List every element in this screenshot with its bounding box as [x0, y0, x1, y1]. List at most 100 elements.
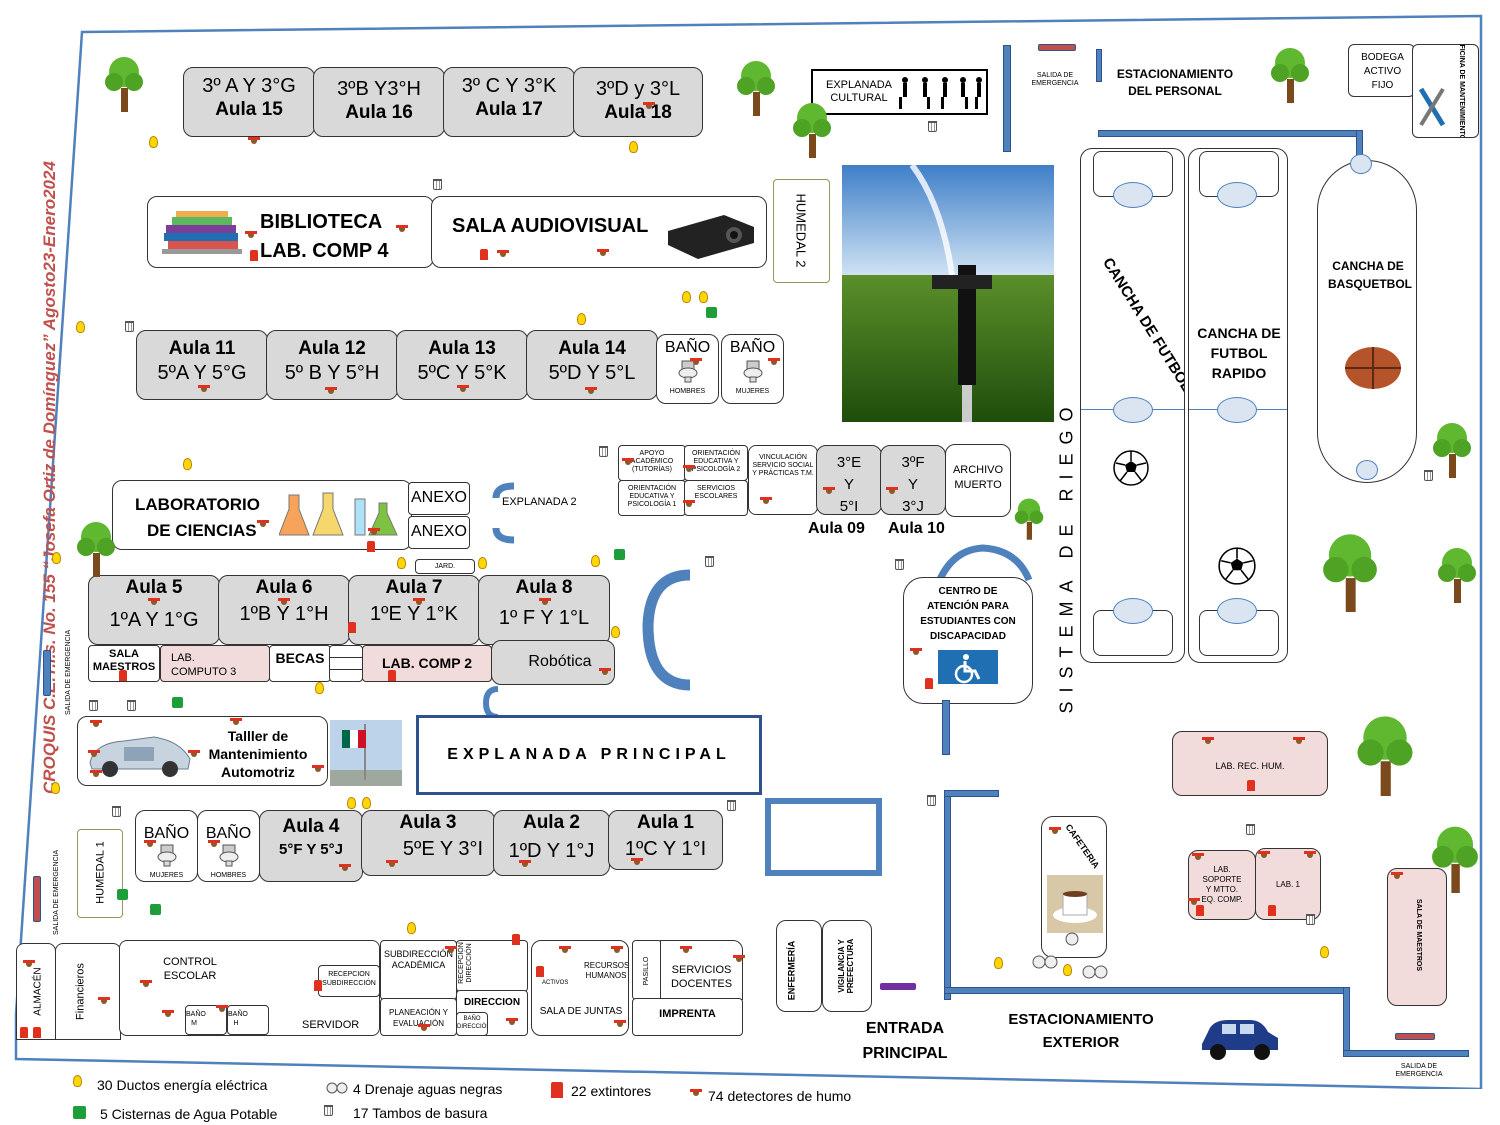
- smoke-detector-icon: [418, 1024, 430, 1032]
- tree-icon: [1433, 423, 1471, 478]
- tree-icon: [105, 57, 143, 112]
- smoke-detector-icon: [386, 860, 398, 868]
- biblioteca: BIBLIOTECA LAB. COMP 4: [147, 196, 434, 268]
- orientacion-1: ORIENTACIÓN EDUCATIVA Y PSICOLOGÍA 1: [618, 480, 686, 516]
- smoke-detector-icon: [539, 598, 551, 606]
- bulb-icon: [347, 797, 356, 809]
- laboratorio-ciencias: LABORATORIO DE CIENCIAS: [112, 480, 412, 550]
- top-road-vertical: [1003, 45, 1011, 152]
- toilet-icon: [219, 844, 238, 867]
- extinguisher-icon: [367, 541, 375, 552]
- smoke-detector-icon: [622, 458, 634, 466]
- smoke-detector-icon: [506, 1018, 518, 1026]
- dancers-icon: [899, 77, 982, 109]
- soccer-ball-icon: [1218, 547, 1256, 585]
- emergency-exit-left-1: [43, 650, 51, 696]
- smoke-detector-icon: [257, 520, 269, 528]
- bulb-icon: [478, 557, 487, 569]
- smoke-detector-icon: [597, 249, 609, 257]
- trash-icon: [1246, 824, 1255, 835]
- smoke-detector-icon: [413, 598, 425, 606]
- emergency-exit-bottom: [1395, 1033, 1435, 1040]
- smoke-detector-icon: [325, 387, 337, 395]
- smoke-detector-icon: [643, 102, 655, 110]
- explanada-2-bracket: [492, 482, 515, 544]
- lab-1: LAB. 1: [1255, 848, 1321, 920]
- basketball-icon: [1345, 347, 1401, 389]
- smoke-detector-icon: [90, 720, 102, 728]
- tree-icon: [793, 103, 831, 158]
- smoke-detector-icon: [1391, 872, 1403, 880]
- enfermeria: ENFERMERÍA: [776, 920, 822, 1012]
- tree-icon: [77, 522, 115, 577]
- coffee-cup-icon: [1047, 875, 1103, 933]
- extinguisher-icon: [1196, 905, 1204, 916]
- extinguisher-icon: [33, 1027, 41, 1038]
- aula-1: Aula 1 1ºC Y 1°I: [608, 810, 723, 870]
- bulb-icon: [397, 557, 406, 569]
- tree-icon: [1323, 534, 1377, 612]
- smoke-detector-icon: [1304, 851, 1316, 859]
- toilet-icon: [678, 360, 697, 383]
- smoke-detector-icon: [683, 465, 695, 473]
- trash-icon: [599, 446, 608, 457]
- smoke-detector-icon: [599, 668, 611, 676]
- pasillo: PASILLO: [632, 940, 662, 1000]
- bulb-icon: [577, 313, 586, 325]
- road-top-connector: [944, 790, 999, 797]
- taller-automotriz: Talller de Mantenimiento Automotriz: [77, 716, 328, 786]
- legend-drain-icon: [326, 1082, 348, 1094]
- trash-icon: [1306, 914, 1315, 925]
- extinguisher-icon: [536, 966, 544, 977]
- toilet-icon: [743, 360, 762, 383]
- financieros: Financieros: [55, 943, 121, 1040]
- smoke-detector-icon: [140, 980, 152, 988]
- anexo-1: ANEXO: [408, 482, 470, 515]
- bano-hombres-bottom: BAÑO HOMBRES: [197, 810, 260, 882]
- smoke-detector-icon: [88, 750, 100, 758]
- entrada-marker: [880, 983, 916, 990]
- drain-icon: [1065, 932, 1079, 946]
- cancha7-circle-top: [1113, 182, 1153, 208]
- robotica: Robótica: [491, 640, 615, 685]
- oficina-mantenimiento: OFICINA DE MANTENIMIENTO: [1412, 44, 1479, 138]
- smoke-detector-icon: [611, 946, 623, 954]
- smoke-detector-icon: [760, 497, 772, 505]
- road-bottom-horizontal: [944, 987, 1348, 994]
- basquet-hoop-bottom: [1356, 460, 1378, 480]
- bulb-icon: [699, 291, 708, 303]
- bulb-icon: [629, 141, 638, 153]
- trash-icon: [705, 556, 714, 567]
- subdireccion-academica: SUBDIRECCIÓN ACADÉMICA: [380, 940, 457, 1000]
- aula-6: Aula 6 1ºB Y 1°H: [218, 575, 350, 645]
- cancha-basquetbol: CANCHA DE BASQUETBOL: [1317, 160, 1417, 483]
- becas: BECAS: [269, 645, 331, 682]
- smoke-detector-icon: [1192, 853, 1204, 861]
- explanada-arc: [642, 569, 691, 691]
- aula-15: 3º A Y 3°G Aula 15: [183, 67, 315, 137]
- legend-smoke-detector-icon: [690, 1089, 702, 1097]
- smoke-detector-icon: [208, 840, 220, 848]
- aula-18: 3ºD y 3°L Aula 18: [573, 67, 703, 137]
- rapido-circle-bottom: [1217, 598, 1257, 624]
- smoke-detector-icon: [886, 487, 898, 495]
- smoke-detector-icon: [230, 718, 242, 726]
- aula-10: 3ºF Y 3°J: [880, 445, 946, 515]
- smoke-detector-icon: [339, 864, 351, 872]
- bano-hombres-top: BAÑO HOMBRES: [656, 334, 719, 404]
- smoke-detector-icon: [188, 750, 200, 758]
- bulb-icon: [611, 626, 620, 638]
- basquet-hoop-top: [1350, 154, 1372, 174]
- drain-icon: [1082, 965, 1108, 979]
- aula-09: 3°E Y 5°I: [816, 445, 882, 515]
- soccer-ball-icon: [1113, 450, 1149, 486]
- trash-icon: [895, 559, 904, 570]
- sistema-riego-label: SISTEMA DE RIEGO: [1056, 398, 1077, 714]
- sala-de-juntas: ACTIVOS RECURSOS HUMANOS SALA DE JUNTAS: [531, 940, 629, 1036]
- parking-marker: [1096, 49, 1102, 82]
- bulb-icon: [1063, 964, 1072, 976]
- extinguisher-icon: [314, 980, 322, 991]
- cancha7-circle-bottom: [1113, 598, 1153, 624]
- road-bottom-exit: [1343, 1050, 1469, 1057]
- smoke-detector-icon: [148, 598, 160, 606]
